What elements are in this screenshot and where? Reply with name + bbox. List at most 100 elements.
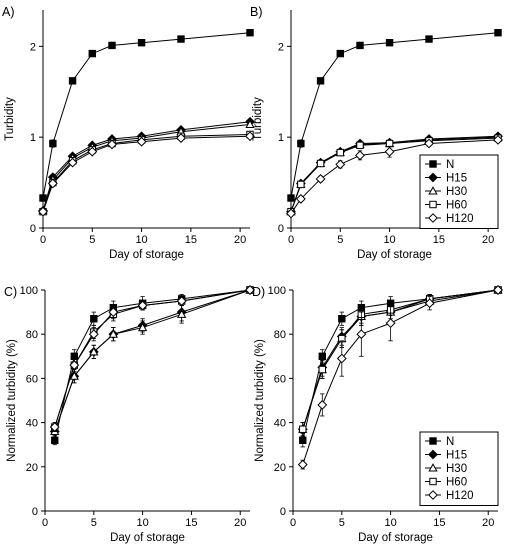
x-tick-label: 15 — [185, 234, 197, 246]
y-tick-label: 0 — [32, 506, 38, 518]
data-point — [49, 422, 60, 432]
y-tick-label: 60 — [26, 373, 38, 385]
data-point — [107, 139, 117, 150]
x-tick-label: 10 — [383, 234, 395, 246]
y-tick-label: 2 — [278, 41, 284, 53]
series-line — [42, 121, 251, 211]
series-line — [54, 289, 251, 441]
legend-marker — [429, 160, 437, 168]
data-point — [245, 131, 255, 142]
y-tick-label: 60 — [274, 373, 286, 385]
legend-label: H120 — [446, 490, 474, 502]
data-point — [87, 146, 98, 157]
data-point — [176, 296, 187, 306]
x-axis-label: Day of storage — [110, 532, 185, 544]
y-tick-label: 40 — [274, 418, 286, 430]
y-tick-label: 80 — [26, 329, 38, 341]
data-point — [287, 194, 295, 202]
series-line — [302, 289, 499, 430]
legend-label: H120 — [446, 213, 474, 225]
legend-marker — [428, 463, 438, 472]
y-tick-label: 0 — [30, 223, 36, 235]
data-point — [137, 300, 148, 311]
data-point — [356, 41, 364, 50]
data-point — [424, 298, 435, 309]
data-point — [176, 133, 186, 143]
x-tick-label: 5 — [337, 234, 343, 246]
data-point — [49, 139, 57, 148]
series-line — [54, 289, 251, 432]
y-tick-label: 1 — [278, 132, 284, 144]
legend-marker — [428, 490, 438, 500]
x-tick-label: 20 — [234, 517, 246, 529]
legend-label: N — [446, 159, 454, 171]
data-point — [299, 425, 307, 433]
data-point — [425, 35, 433, 43]
x-tick-label: 15 — [185, 517, 197, 529]
x-tick-label: 5 — [89, 234, 95, 246]
y-tick-label: 20 — [26, 462, 38, 474]
panel-label: B) — [250, 5, 263, 19]
data-point — [315, 174, 326, 184]
y-tick-label: 0 — [278, 223, 284, 235]
data-point — [47, 178, 58, 189]
data-point — [137, 322, 148, 332]
data-point — [297, 139, 305, 148]
x-tick-label: 5 — [91, 517, 97, 529]
legend-label: H30 — [446, 463, 467, 475]
data-point — [356, 329, 367, 340]
data-point — [356, 141, 364, 150]
data-point — [177, 309, 187, 318]
x-tick-label: 5 — [339, 517, 345, 529]
data-point — [317, 400, 328, 410]
series-line — [42, 123, 251, 211]
data-point — [108, 329, 118, 338]
y-tick-label: 20 — [274, 462, 286, 474]
data-point — [316, 159, 325, 168]
data-point — [316, 77, 325, 85]
panel-label: C) — [4, 285, 17, 299]
legend-label: H60 — [446, 477, 467, 489]
panel-label: A) — [2, 5, 15, 19]
chart-panel: 0 20 40 60 80 100 0 5 10 15 20 Day of storage Normal… — [252, 285, 503, 544]
data-point — [39, 194, 47, 202]
y-tick-label: 2 — [30, 41, 36, 53]
x-tick-label: 10 — [136, 517, 148, 529]
series-line — [54, 289, 251, 428]
data-point — [295, 194, 306, 204]
x-tick-label: 0 — [40, 234, 46, 246]
data-point — [385, 318, 396, 329]
legend-marker — [428, 213, 438, 223]
data-point — [108, 41, 116, 50]
data-point — [246, 29, 254, 37]
series-line — [42, 133, 251, 212]
data-point — [69, 371, 79, 380]
legend-label: H30 — [446, 186, 467, 198]
data-point — [69, 360, 80, 371]
data-point — [136, 136, 147, 147]
data-point — [89, 347, 99, 356]
data-point — [335, 159, 346, 170]
data-point — [299, 436, 307, 444]
legend-marker — [429, 200, 437, 209]
data-point — [88, 49, 96, 58]
y-tick-label: 40 — [26, 418, 38, 430]
series-line — [302, 289, 499, 430]
data-point — [67, 157, 78, 168]
y-axis-label: Turbidity — [4, 97, 16, 141]
x-axis-label: Day of storage — [109, 249, 184, 261]
series-line — [290, 135, 499, 212]
y-axis-label: Turbidity — [252, 97, 264, 141]
data-point — [338, 315, 346, 323]
series-line — [302, 289, 499, 441]
series-line — [54, 289, 251, 428]
x-tick-label: 0 — [288, 234, 294, 246]
x-tick-label: 20 — [482, 234, 494, 246]
y-axis-label: Normalized turbidity (%) — [6, 339, 18, 462]
y-tick-label: 1 — [30, 132, 36, 144]
series-line — [42, 135, 251, 212]
data-point — [108, 307, 119, 318]
data-point — [318, 365, 326, 374]
legend-marker — [428, 449, 438, 460]
series-line — [42, 32, 251, 199]
